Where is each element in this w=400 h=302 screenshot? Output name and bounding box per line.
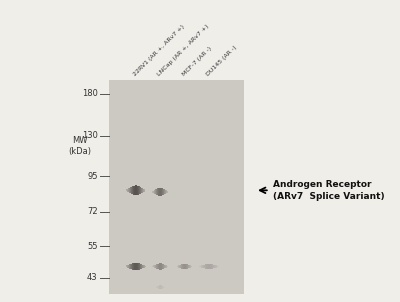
Text: 130: 130 — [82, 131, 98, 140]
Text: 55: 55 — [87, 242, 98, 251]
Text: MW
(kDa): MW (kDa) — [68, 136, 91, 156]
Text: 43: 43 — [87, 273, 98, 282]
Text: Androgen Receptor
(ARv7  Splice Variant): Androgen Receptor (ARv7 Splice Variant) — [273, 180, 385, 201]
Text: 95: 95 — [87, 172, 98, 181]
Text: 72: 72 — [87, 207, 98, 216]
Text: DU145 (AR -): DU145 (AR -) — [205, 45, 238, 77]
Text: 22RV1 (AR +, ARv7 +): 22RV1 (AR +, ARv7 +) — [132, 24, 185, 77]
Text: 180: 180 — [82, 89, 98, 98]
Text: LNCap (AR +, ARv7 +): LNCap (AR +, ARv7 +) — [157, 24, 210, 77]
Text: MCF-7 (AR -): MCF-7 (AR -) — [181, 46, 212, 77]
Bar — [109, 80, 244, 294]
